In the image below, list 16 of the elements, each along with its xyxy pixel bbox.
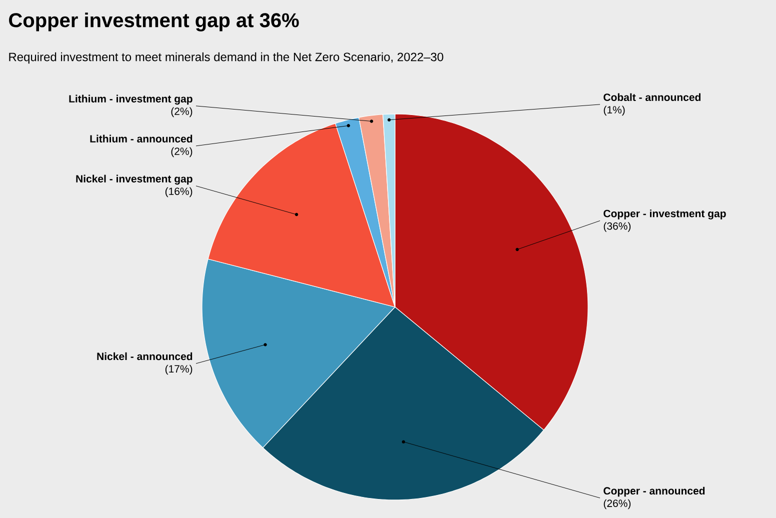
data-label: (2%) bbox=[171, 107, 192, 118]
slice-label: Lithium - announced bbox=[90, 134, 192, 143]
chart-subtitle: Required investment to meet minerals demand in the Net Zero Scenario, 2022–30 bbox=[9, 52, 444, 64]
slice-label: Lithium - investment gap bbox=[69, 94, 192, 105]
data-label: (26%) bbox=[604, 499, 631, 510]
data-label: (1%) bbox=[604, 106, 625, 116]
slice-label: Nickel - announced bbox=[97, 352, 192, 360]
data-label: (17%) bbox=[165, 364, 192, 375]
slice-label: Copper - investment gap bbox=[604, 210, 726, 220]
slice-label: Copper - announced bbox=[604, 486, 705, 497]
slice-label: Cobalt - announced bbox=[604, 93, 701, 102]
data-label: (16%) bbox=[165, 187, 192, 198]
data-label: (36%) bbox=[604, 222, 631, 232]
chart-title: Copper investment gap at 36% bbox=[9, 12, 299, 32]
data-label: (2%) bbox=[171, 147, 192, 158]
slice-label: Nickel - investment gap bbox=[76, 174, 192, 185]
